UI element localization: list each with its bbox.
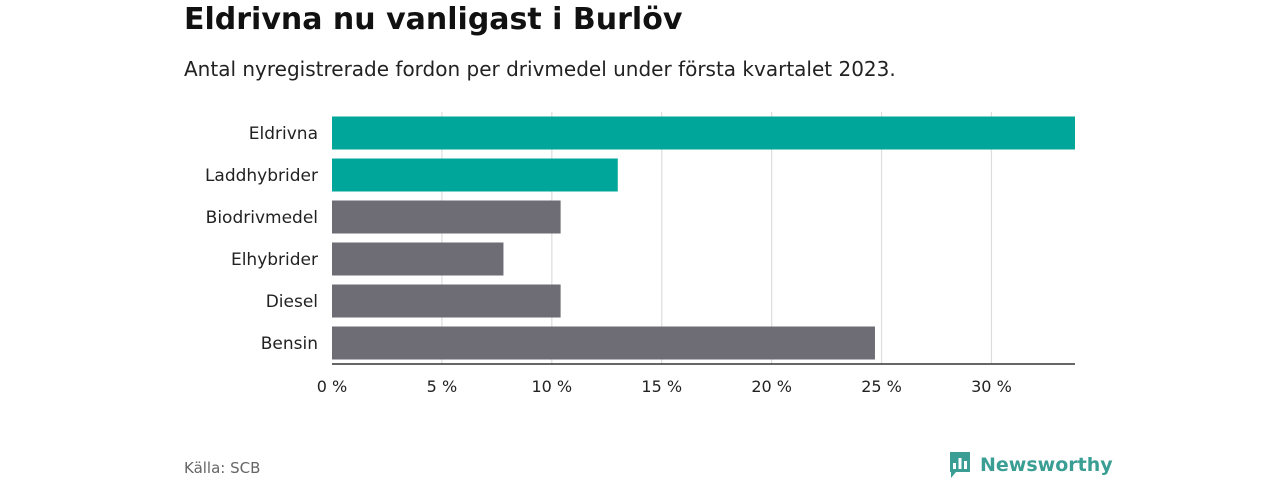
category-label: Bensin [261, 334, 318, 354]
bar [332, 242, 504, 276]
source-note: Källa: SCB [184, 459, 261, 477]
x-tick-label: 0 % [317, 377, 347, 396]
bar [332, 200, 561, 234]
bar [332, 116, 1075, 150]
category-labels: Eldrivna Laddhybrider Biodrivmedel Elhybrid… [205, 124, 318, 354]
bar-chart-speech-bubble-icon [950, 452, 970, 478]
x-tick-label: 5 % [427, 377, 457, 396]
x-tick-label: 20 % [751, 377, 792, 396]
bars [332, 116, 1075, 360]
category-label: Laddhybrider [205, 166, 318, 186]
bar [332, 326, 875, 360]
category-label: Elhybrider [231, 250, 318, 270]
category-label: Biodrivmedel [206, 208, 318, 228]
x-tick-label: 10 % [531, 377, 572, 396]
x-tick-label: 30 % [971, 377, 1012, 396]
chart-subtitle: Antal nyregistrerade fordon per drivmede… [184, 57, 896, 81]
chart-title: Eldrivna nu vanligast i Burlöv [184, 2, 683, 37]
gridlines [441, 112, 993, 364]
x-tick-label: 15 % [641, 377, 682, 396]
newsworthy-logo[interactable]: Newsworthy [948, 450, 1113, 480]
bar [332, 284, 561, 318]
bar-chart: Eldrivna Laddhybrider Biodrivmedel Elhybrid… [205, 112, 1075, 396]
category-label: Eldrivna [249, 124, 318, 144]
bar [332, 158, 618, 192]
category-label: Diesel [266, 292, 318, 312]
x-tick-label: 25 % [861, 377, 902, 396]
x-tick-labels: 0 % 5 % 10 % 15 % 20 % 25 % 30 % [317, 377, 1012, 396]
brand-name: Newsworthy [980, 454, 1113, 476]
